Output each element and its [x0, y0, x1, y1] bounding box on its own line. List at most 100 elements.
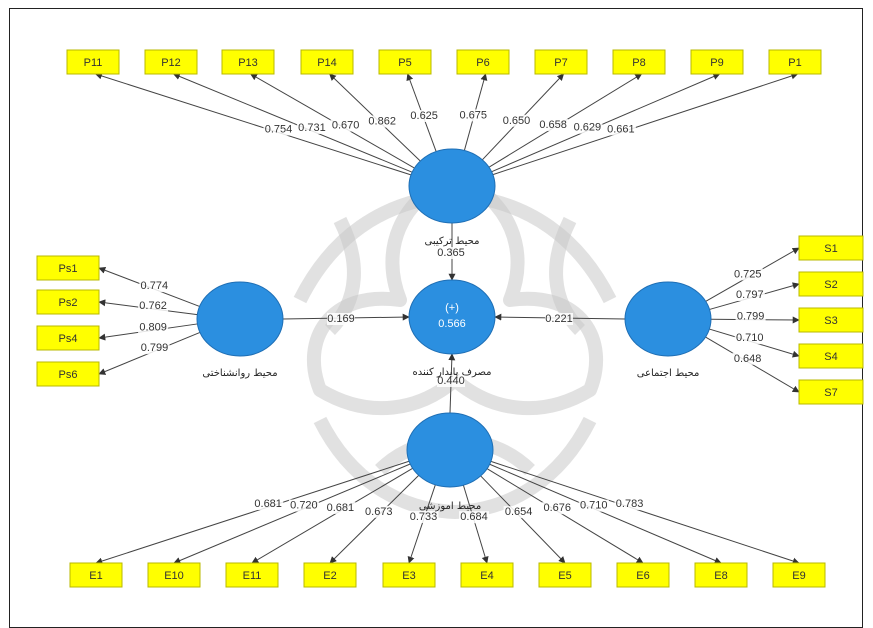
indicator-box[interactable] [221, 49, 275, 75]
indicator-box[interactable] [144, 49, 198, 75]
indicator-box[interactable] [768, 49, 822, 75]
loading-value-bg [325, 501, 356, 514]
loading-value-bg [139, 342, 170, 355]
loading-value-bg [363, 505, 394, 518]
loading-value-bg [296, 121, 327, 134]
loading-value: 0.799 [737, 311, 765, 323]
indicator-label: P5 [398, 57, 411, 69]
latent-label: محیط اجتماعی [637, 368, 700, 379]
indicator-label: E3 [402, 570, 415, 582]
path-coefficient-bg [327, 313, 355, 325]
loading-value-bg [459, 511, 490, 524]
loading-value-bg [408, 510, 439, 523]
indicator-box[interactable] [225, 562, 279, 588]
loading-arrow [490, 460, 800, 565]
indicator-box[interactable] [300, 49, 354, 75]
loading-value: 0.648 [734, 353, 762, 365]
loading-arrow [329, 475, 420, 564]
r-squared-value: 0.566 [438, 318, 466, 330]
indicator-box[interactable] [456, 49, 510, 75]
loading-arrow [173, 463, 411, 564]
path-coefficient: 0.440 [437, 375, 465, 387]
loading-arrow [94, 72, 412, 176]
loading-value-bg [735, 310, 766, 323]
latent-label: مصرف پایدار کننده [412, 367, 491, 378]
indicator-box[interactable] [147, 562, 201, 588]
indicator-label: Ps2 [59, 297, 78, 309]
path-coefficient-bg [545, 313, 573, 325]
indicator-box[interactable] [534, 49, 588, 75]
loading-value-bg [138, 299, 169, 312]
indicator-box[interactable] [772, 562, 826, 588]
loading-value: 0.661 [607, 123, 635, 135]
indicator-box[interactable] [538, 562, 592, 588]
loading-value-bg [578, 499, 609, 512]
indicator-box[interactable] [798, 343, 864, 369]
indicator-box[interactable] [66, 49, 120, 75]
indicator-box[interactable] [36, 289, 100, 315]
latent-label: محیط اموزشی [419, 501, 481, 512]
indicator-box[interactable] [36, 325, 100, 351]
loading-value-bg [139, 280, 170, 293]
indicator-label: P13 [238, 57, 258, 69]
indicator-box[interactable] [694, 562, 748, 588]
loading-value: 0.710 [580, 500, 608, 512]
indicator-label: P7 [554, 57, 567, 69]
indicator-box[interactable] [798, 271, 864, 297]
loading-value: 0.684 [460, 511, 488, 523]
loading-arrow [462, 485, 489, 564]
indicator-label: P1 [788, 57, 801, 69]
indicator-box[interactable] [616, 562, 670, 588]
indicator-box[interactable] [378, 49, 432, 75]
indicator-label: Ps1 [59, 263, 78, 275]
indicator-box[interactable] [36, 255, 100, 281]
path-coefficient: 0.221 [545, 313, 573, 325]
latent-variable[interactable] [408, 279, 496, 355]
latent-variable[interactable] [406, 412, 494, 488]
loading-arrow [172, 73, 413, 173]
loading-arrow [491, 73, 721, 173]
loading-value: 0.809 [139, 321, 167, 333]
indicator-box[interactable] [382, 562, 436, 588]
loading-value: 0.774 [141, 280, 169, 292]
indicator-label: P14 [317, 57, 337, 69]
indicator-label: E6 [636, 570, 649, 582]
indicator-box[interactable] [460, 562, 514, 588]
loading-arrow [480, 475, 566, 564]
loading-value: 0.658 [539, 119, 567, 131]
indicator-box[interactable] [303, 562, 357, 588]
indicator-box[interactable] [612, 49, 666, 75]
indicator-box[interactable] [69, 562, 123, 588]
indicator-label: E5 [558, 570, 571, 582]
indicator-box[interactable] [798, 235, 864, 261]
loading-value: 0.710 [736, 332, 764, 344]
indicator-box[interactable] [798, 307, 864, 333]
indicator-box[interactable] [690, 49, 744, 75]
sem-path-diagram: (+) 0.566 P11 P12 P13 P14 P5 P6 P7 P8 P9 P1 Ps1 Ps2 P… [36, 49, 864, 588]
indicator-label: S3 [824, 315, 837, 327]
loading-value: 0.733 [410, 511, 438, 523]
indicator-label: Ps4 [59, 333, 78, 345]
loading-value: 0.720 [290, 500, 318, 512]
indicator-label: E11 [243, 570, 262, 582]
indicator-label: E1 [89, 570, 102, 582]
loading-value: 0.625 [410, 110, 438, 122]
loading-value: 0.797 [736, 289, 764, 301]
indicator-label: E8 [714, 570, 727, 582]
indicator-box[interactable] [36, 361, 100, 387]
indicator-label: S7 [824, 387, 837, 399]
loading-value: 0.762 [139, 300, 167, 312]
latent-variable[interactable] [196, 281, 284, 357]
latent-label: محیط روانشناختی [202, 368, 277, 379]
latent-label: محیط ترکیبی [425, 236, 480, 247]
loading-value-bg [263, 123, 294, 136]
latent-variable[interactable] [624, 281, 712, 357]
path-coefficient-bg [437, 247, 465, 259]
diagram-stage: (+) 0.566 P11 P12 P13 P14 P5 P6 P7 P8 P9 P1 Ps1 Ps2 P… [9, 8, 864, 628]
indicator-label: S4 [824, 351, 837, 363]
latent-variable[interactable] [408, 148, 496, 224]
indicator-box[interactable] [798, 379, 864, 405]
loading-arrow [407, 484, 436, 564]
loading-value-bg [542, 502, 573, 515]
loading-arrow [489, 463, 722, 564]
